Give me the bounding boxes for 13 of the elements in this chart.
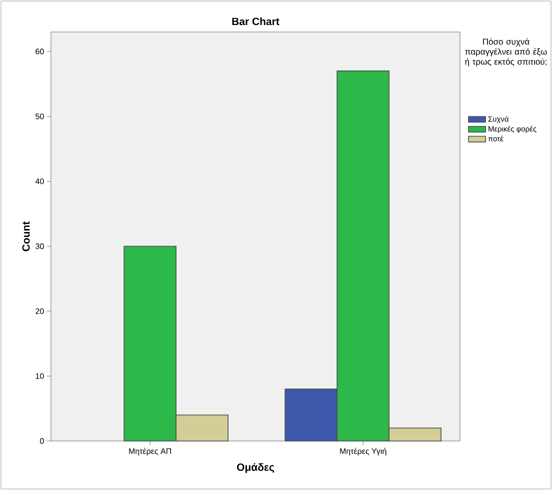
x-axis-title: Ομάδες xyxy=(236,463,274,473)
y-tick-label: 10 xyxy=(36,373,44,379)
y-tick-label: 20 xyxy=(36,308,44,314)
x-tick-label: Μητέρες Υγιή xyxy=(340,448,386,456)
chart-title: Bar Chart xyxy=(232,17,280,26)
y-tick-label: 60 xyxy=(36,48,44,54)
y-tick-label: 30 xyxy=(36,243,44,250)
y-tick-label: 40 xyxy=(35,178,44,184)
x-tick-label: Μητέρες ΑΠ xyxy=(129,448,171,456)
y-tick-label: 0 xyxy=(40,438,44,444)
y-tick-label: 50 xyxy=(36,114,44,120)
legend-title: Πόσο συχνά παραγγέλνει από έξω ή τρως εκτός σπιτιού; xyxy=(465,38,547,66)
y-axis-title: Count xyxy=(22,221,30,252)
